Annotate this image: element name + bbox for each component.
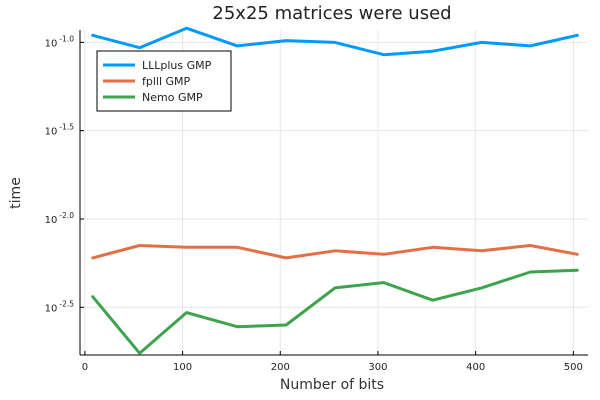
y-tick-label-3: 10 -2.5 [45,299,75,314]
series-lines [91,26,579,355]
y-axis-label: time [8,177,24,209]
x-tick-label-1: 100 [173,362,192,373]
y-ticks: 10 -1.0 10 -1.5 10 -2.0 10 -2.5 [45,34,84,314]
axes [79,30,588,356]
series-line-nemo-gmp [91,268,579,355]
y-tick-label-1: 10 -1.5 [45,123,75,138]
series-line-fplll-gmp [91,244,579,260]
x-tick-label-2: 200 [271,362,290,373]
x-ticks: 0 100 200 300 400 500 [82,351,583,373]
legend-label-nemo-gmp: Nemo GMP [142,91,203,104]
legend: LLLplus GMP fplll GMP Nemo GMP [96,50,232,112]
legend-label-lllplus-gmp: LLLplus GMP [142,59,212,72]
chart-title: 25x25 matrices were used [212,3,451,24]
x-axis-label: Number of bits [280,377,384,393]
legend-label-fplll-gmp: fplll GMP [142,75,191,88]
x-tick-label-3: 300 [368,362,387,373]
y-tick-label-0: 10 -1.0 [45,34,75,49]
x-tick-label-4: 400 [466,362,485,373]
series-line-lllplus-gmp [91,26,579,57]
x-tick-label-5: 500 [564,362,583,373]
x-tick-label-0: 0 [82,362,88,373]
y-tick-label-2: 10 -2.0 [45,211,75,226]
